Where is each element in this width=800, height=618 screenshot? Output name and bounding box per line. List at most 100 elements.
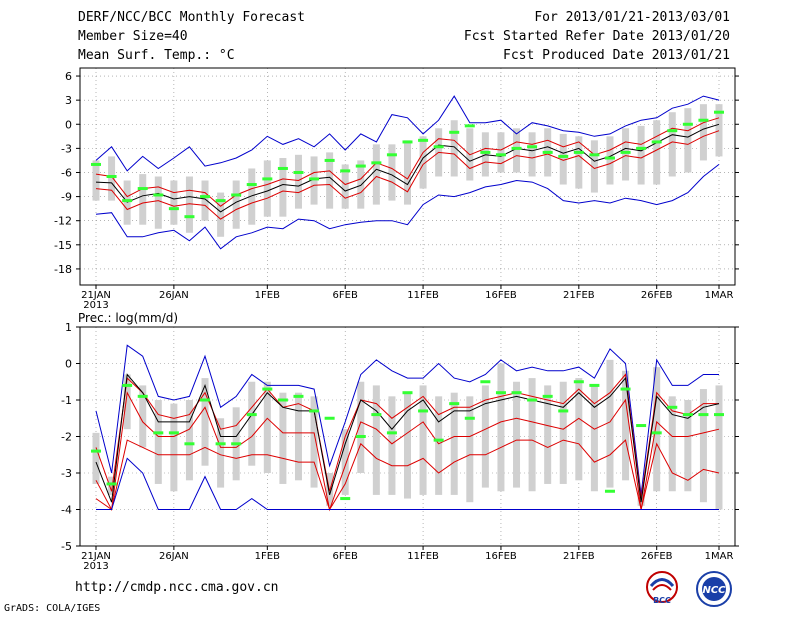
precip-variable-label: Prec.: log(mm/d) — [78, 311, 178, 325]
member-range-bar — [684, 108, 692, 173]
y-tick-label: -15 — [54, 239, 72, 252]
member-range-bar — [263, 381, 271, 473]
series-line-mean — [95, 123, 720, 213]
observed-marker — [231, 442, 242, 446]
observed-marker — [402, 140, 413, 144]
observed-marker — [355, 435, 366, 438]
observed-marker — [355, 164, 366, 168]
member-range-bar — [653, 367, 661, 492]
observed-marker — [573, 150, 584, 154]
member-range-bar — [139, 174, 147, 225]
observed-marker — [527, 145, 538, 149]
series-line-p75 — [95, 117, 720, 207]
observed-marker — [402, 391, 413, 395]
member-range-bar — [404, 392, 411, 499]
observed-marker — [464, 416, 475, 420]
member-range-bar — [279, 392, 287, 484]
member-range-bar — [497, 363, 505, 492]
y-tick-label: -5 — [61, 540, 72, 553]
y-tick-label: 3 — [65, 94, 72, 107]
observed-marker — [168, 207, 179, 211]
x-tick-label: 1FEB — [255, 290, 280, 301]
observed-marker — [106, 175, 117, 178]
grads-credit: GrADS: COLA/IGES — [4, 603, 101, 614]
member-range-bar — [544, 385, 552, 484]
x-tick-label: 16FEB — [485, 551, 517, 562]
observed-marker — [651, 431, 662, 435]
observed-marker — [418, 409, 429, 413]
observed-marker — [277, 398, 288, 402]
y-tick-label: 0 — [65, 358, 72, 371]
observed-marker — [262, 387, 273, 391]
member-range-bar — [528, 378, 536, 492]
observed-marker — [433, 145, 444, 149]
y-tick-label: -6 — [61, 166, 72, 179]
x-tick-label: 21FEB — [563, 290, 595, 301]
observed-marker — [246, 183, 257, 187]
y-tick-label: -1 — [61, 394, 72, 407]
member-range-bar — [699, 389, 707, 503]
observed-marker — [324, 416, 335, 420]
observed-marker — [449, 130, 460, 134]
observed-marker — [137, 187, 148, 191]
x-tick-label: 26FEB — [641, 290, 673, 301]
observed-marker — [698, 413, 709, 417]
observed-marker — [246, 413, 257, 417]
y-tick-label: -4 — [61, 504, 72, 517]
member-range-bar — [575, 378, 583, 481]
x-tick-label: 26JAN — [159, 551, 189, 562]
member-range-bar — [310, 396, 318, 488]
observed-marker — [604, 156, 615, 160]
variable-label: Mean Surf. Temp.: °C — [78, 48, 235, 63]
member-range-bar — [699, 104, 707, 161]
observed-marker — [309, 409, 320, 413]
observed-marker — [106, 482, 117, 486]
member-range-bar — [154, 400, 162, 484]
observed-marker — [340, 169, 351, 173]
observed-marker — [682, 413, 693, 417]
member-range-bar — [653, 120, 661, 185]
observed-marker — [153, 431, 164, 435]
observed-marker — [620, 387, 631, 391]
member-range-bar — [590, 385, 598, 492]
observed-marker — [122, 199, 133, 203]
observed-marker — [293, 170, 304, 174]
observed-marker — [277, 166, 288, 170]
forecast-period: For 2013/01/21-2013/03/01 — [534, 10, 730, 25]
member-range-bar — [263, 160, 271, 217]
plot-frame — [79, 67, 736, 286]
x-tick-label: 21JAN — [81, 551, 111, 562]
observed-marker — [636, 146, 647, 150]
series-line-p25 — [95, 130, 720, 220]
x-tick-label: 1FEB — [255, 551, 280, 562]
member-range-bar — [622, 128, 630, 181]
x-tick-label: 26FEB — [641, 551, 673, 562]
observed-marker — [589, 383, 600, 387]
observed-marker — [215, 442, 226, 446]
observed-marker — [542, 394, 553, 398]
member-range-bar — [217, 192, 225, 237]
member-range-bar — [590, 140, 598, 193]
observed-marker — [293, 394, 304, 398]
observed-marker — [262, 177, 273, 181]
ncc-logo-text: NCC — [702, 585, 726, 596]
x-tick-label: 1MAR — [705, 290, 734, 301]
source-url[interactable]: http://cmdp.ncc.cma.gov.cn — [75, 580, 279, 595]
observed-marker — [137, 394, 148, 398]
series-line-mean — [95, 373, 720, 503]
member-range-bar — [294, 392, 302, 481]
member-range-bar — [108, 156, 116, 201]
member-range-bar — [357, 160, 365, 209]
series-line-p10 — [95, 439, 720, 511]
member-range-bar — [715, 104, 723, 157]
member-range-bar — [294, 154, 302, 209]
member-range-bar — [92, 160, 100, 201]
observed-marker — [215, 199, 226, 203]
member-range-bar — [481, 385, 489, 488]
member-range-bar — [279, 158, 287, 217]
observed-marker — [495, 391, 506, 395]
member-range-bar — [248, 168, 256, 225]
observed-marker — [682, 122, 693, 126]
member-range-bar — [201, 378, 209, 466]
member-range-bar — [92, 432, 100, 484]
